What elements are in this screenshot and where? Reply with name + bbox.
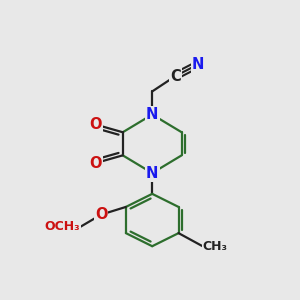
Text: O: O: [89, 155, 102, 170]
Text: CH₃: CH₃: [202, 240, 228, 253]
Text: O: O: [95, 207, 107, 222]
Text: O: O: [89, 117, 102, 132]
Text: OCH₃: OCH₃: [44, 220, 80, 233]
Text: N: N: [192, 57, 204, 72]
Text: methoxy: methoxy: [72, 226, 79, 228]
Text: C: C: [170, 68, 181, 83]
Text: N: N: [146, 107, 158, 122]
Text: N: N: [146, 166, 158, 181]
